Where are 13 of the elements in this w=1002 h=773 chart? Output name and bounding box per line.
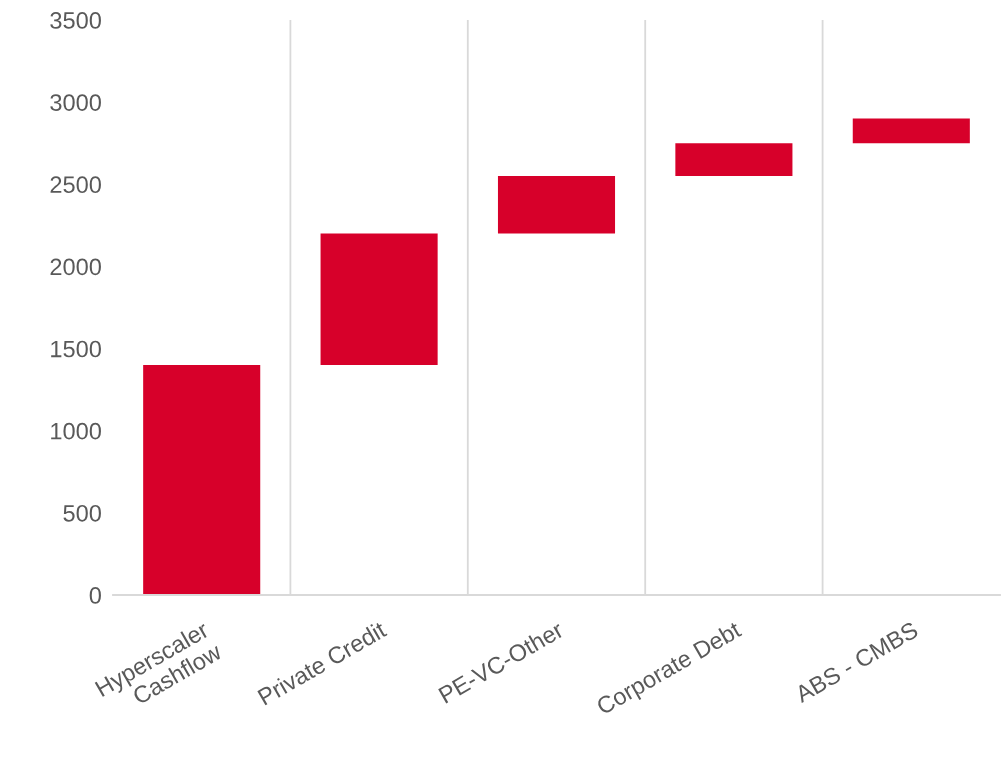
- y-tick-label: 3500: [50, 12, 101, 29]
- y-tick-label: 3000: [50, 94, 101, 111]
- y-tick-label: 500: [63, 504, 101, 522]
- y-tick-label: 0: [89, 587, 101, 604]
- bar: [852, 118, 970, 144]
- bar: [497, 176, 616, 234]
- y-tick-label: 2000: [50, 258, 101, 276]
- y-tick-label: 1500: [51, 340, 101, 358]
- bar: [675, 143, 793, 177]
- y-tick-label: 1000: [51, 422, 101, 440]
- y-tick-label: 2500: [50, 176, 101, 194]
- bar: [320, 233, 438, 365]
- bar: [143, 365, 261, 595]
